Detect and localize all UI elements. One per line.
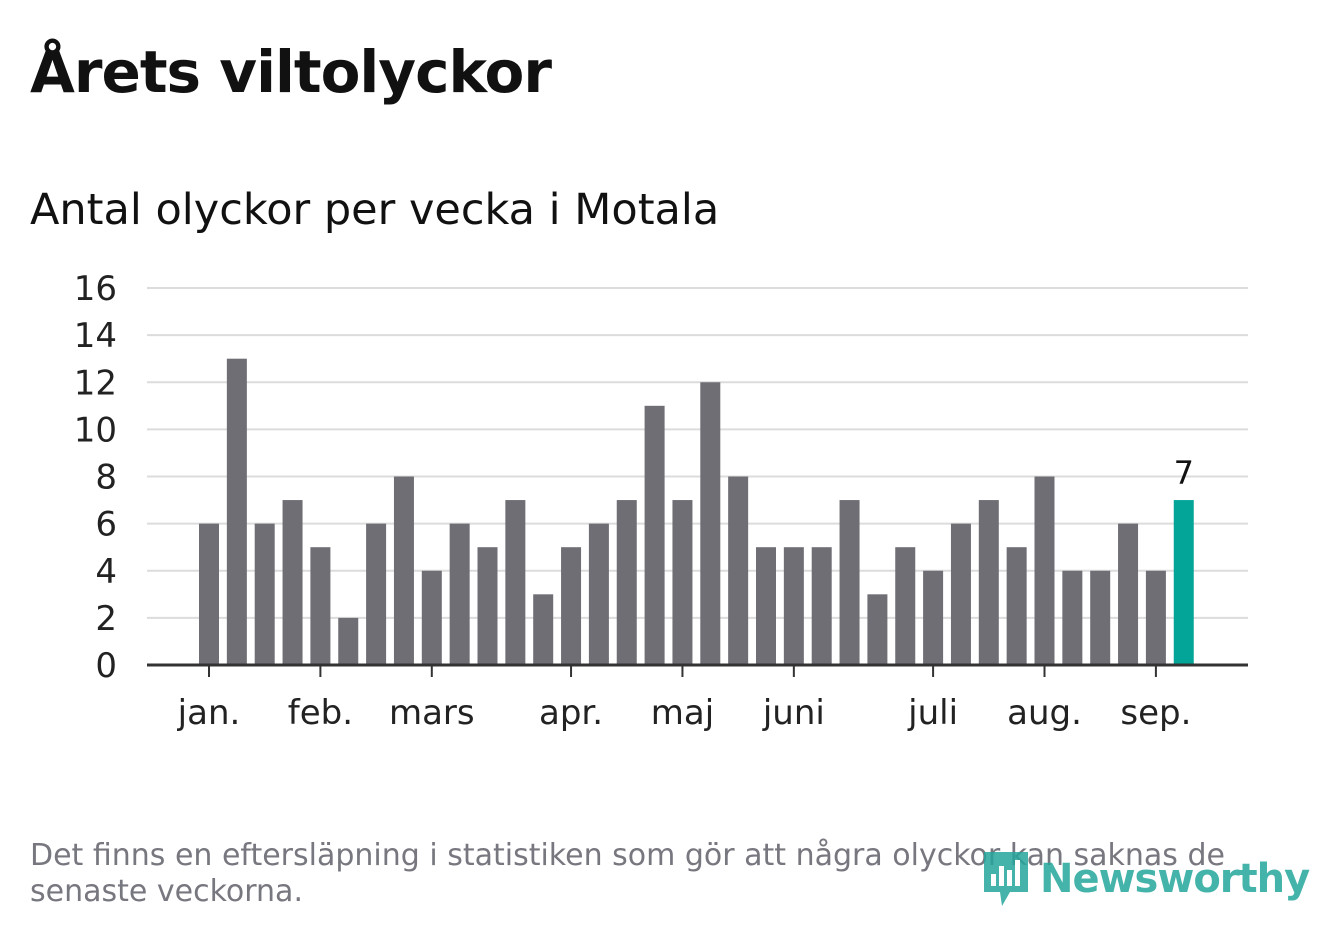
bar (282, 500, 303, 665)
x-tick-label: jan. (177, 693, 241, 733)
x-tick-label: feb. (288, 693, 353, 733)
x-tick-label: juni (762, 693, 825, 733)
bar (338, 617, 359, 665)
bar (1145, 570, 1166, 665)
chart-title: Årets viltolyckor (30, 38, 552, 106)
x-tick-label: maj (651, 693, 714, 733)
bar-chart-speech-bubble-icon (984, 852, 1028, 906)
bar (728, 476, 749, 665)
bar (1034, 476, 1055, 665)
y-tick-label: 4 (95, 552, 117, 592)
y-tick-label: 6 (95, 505, 117, 545)
bar (226, 358, 247, 665)
bar (199, 523, 219, 665)
bar (616, 500, 637, 665)
y-tick-label: 2 (95, 599, 117, 639)
bar (477, 547, 498, 665)
bar (923, 570, 944, 665)
bar (783, 547, 804, 665)
bar (449, 523, 470, 665)
y-tick-label: 8 (95, 458, 117, 498)
bar (756, 547, 776, 665)
bar (811, 547, 832, 665)
data-labels: 7 (1174, 454, 1194, 492)
logo-text: Newsworthy (1040, 856, 1310, 902)
bar (950, 523, 971, 665)
x-tick-label: mars (389, 693, 475, 733)
bar (895, 547, 916, 665)
bar (366, 523, 387, 665)
y-tick-label: 14 (74, 316, 117, 356)
y-tick-label: 16 (74, 269, 117, 309)
bars (199, 358, 1194, 665)
chart-subtitle: Antal olyckor per vecka i Motala (30, 185, 720, 235)
bar-chart: 0 2 4 6 8 10 12 14 16 jan. feb. mars apr. maj juni jul… (74, 269, 1248, 733)
gridlines (147, 287, 1248, 619)
y-tick-label: 12 (74, 363, 117, 403)
bar (1118, 523, 1139, 665)
x-tick-label: apr. (539, 693, 603, 733)
last-value-label: 7 (1174, 454, 1194, 492)
bar (393, 476, 414, 665)
bar (839, 500, 860, 665)
y-axis-ticks: 0 2 4 6 8 10 12 14 16 (74, 269, 117, 686)
x-tick-label: juli (907, 693, 958, 733)
x-tick-label: aug. (1007, 693, 1082, 733)
bar-highlighted (1173, 500, 1194, 665)
y-tick-label: 10 (74, 410, 117, 450)
bar (1062, 570, 1083, 665)
bar (561, 547, 582, 665)
bar (533, 594, 554, 665)
newsworthy-logo: Newsworthy (980, 848, 1310, 910)
bar (700, 382, 721, 665)
bar (1006, 547, 1027, 665)
bar (672, 500, 693, 665)
bar (310, 547, 331, 665)
bar (505, 500, 526, 665)
bar (644, 405, 665, 665)
y-tick-label: 0 (95, 646, 117, 686)
x-axis: jan. feb. mars apr. maj juni juli aug. sep. (147, 663, 1248, 733)
bar (588, 523, 609, 665)
bar (1090, 570, 1111, 665)
x-tick-label: sep. (1120, 693, 1191, 733)
bar (978, 500, 999, 665)
bar (867, 594, 888, 665)
bar (254, 523, 275, 665)
bar (421, 570, 442, 665)
